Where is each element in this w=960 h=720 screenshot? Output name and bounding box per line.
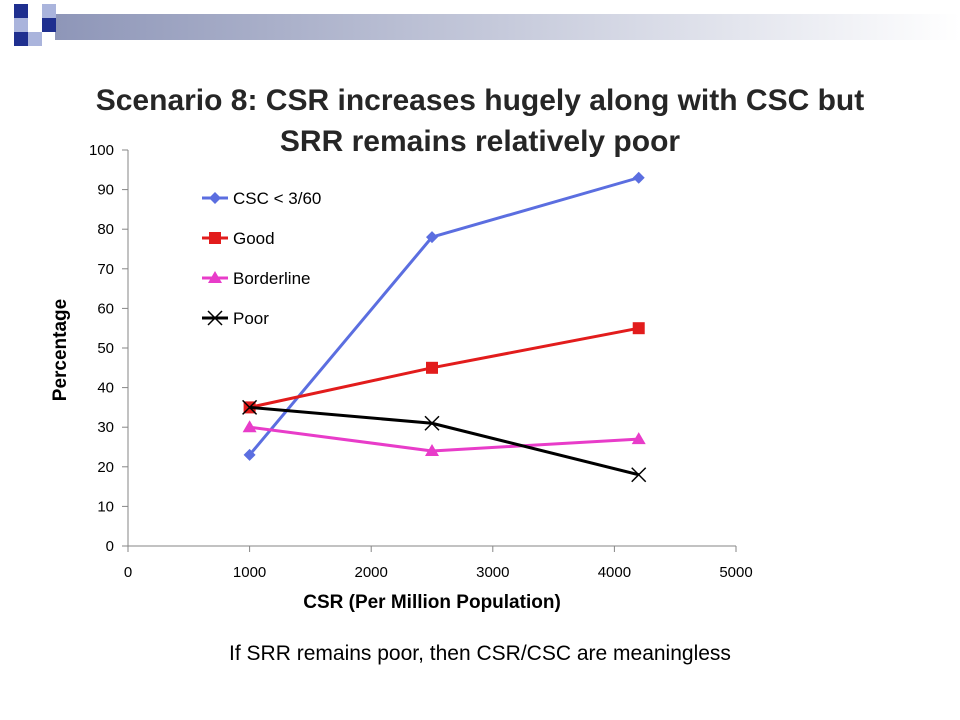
y-axis-title: Percentage [50, 299, 71, 401]
y-tick-label: 60 [97, 300, 114, 317]
x-tick-label: 3000 [476, 564, 509, 581]
chart-title-line-2: SRR remains relatively poor [279, 125, 681, 158]
y-tick-label: 40 [97, 380, 114, 397]
x-tick-label: 5000 [719, 564, 752, 581]
y-tick-label: 30 [97, 419, 114, 436]
data-point-series-2 [631, 432, 646, 445]
decor-square [28, 32, 42, 46]
header-gradient-bar [55, 14, 960, 40]
decor-square [42, 18, 56, 32]
y-tick-label: 50 [97, 340, 114, 357]
y-tick-label: 80 [97, 221, 114, 238]
legend-label: Good [233, 229, 275, 248]
decor-square [14, 18, 28, 32]
data-point-series-3 [631, 467, 647, 483]
chart-title: Scenario 8: CSR increases hugely along w… [40, 80, 920, 162]
y-tick-label: 90 [97, 182, 114, 199]
chart-title-line-1: Scenario 8: CSR increases hugely along w… [95, 84, 865, 117]
decor-square [42, 4, 56, 18]
legend-label: CSC < 3/60 [233, 189, 321, 208]
legend-marker [207, 310, 223, 326]
decor-square [14, 32, 28, 46]
y-tick-label: 70 [97, 261, 114, 278]
x-axis-title: CSR (Per Million Population) [303, 592, 561, 613]
data-point-series-3 [242, 399, 258, 415]
y-tick-label: 100 [89, 142, 114, 159]
series-line-1 [249, 326, 640, 409]
slide-decoration [14, 4, 960, 46]
legend-marker [209, 192, 221, 204]
data-point-series-2 [425, 443, 439, 456]
x-tick-label: 4000 [598, 564, 631, 581]
data-point-series-3 [424, 415, 440, 431]
x-tick-label: 0 [124, 564, 132, 581]
legend-label: Poor [233, 309, 269, 328]
data-point-series-0 [632, 171, 645, 184]
series-line-2 [249, 425, 639, 453]
y-tick-label: 20 [97, 459, 114, 476]
data-point-series-2 [242, 420, 257, 433]
decor-square [14, 4, 28, 18]
x-tick-label: 1000 [233, 564, 266, 581]
data-point-series-1 [426, 361, 438, 374]
slide-caption: If SRR remains poor, then CSR/CSC are me… [229, 642, 731, 665]
y-tick-label: 0 [106, 538, 114, 555]
data-point-series-0 [243, 448, 256, 461]
x-tick-label: 2000 [355, 564, 388, 581]
legend-marker [208, 271, 222, 283]
data-point-series-1 [632, 322, 645, 335]
data-point-series-0 [426, 231, 438, 244]
legend-label: Borderline [233, 269, 311, 288]
y-tick-label: 10 [97, 498, 114, 515]
legend-marker [209, 232, 221, 244]
